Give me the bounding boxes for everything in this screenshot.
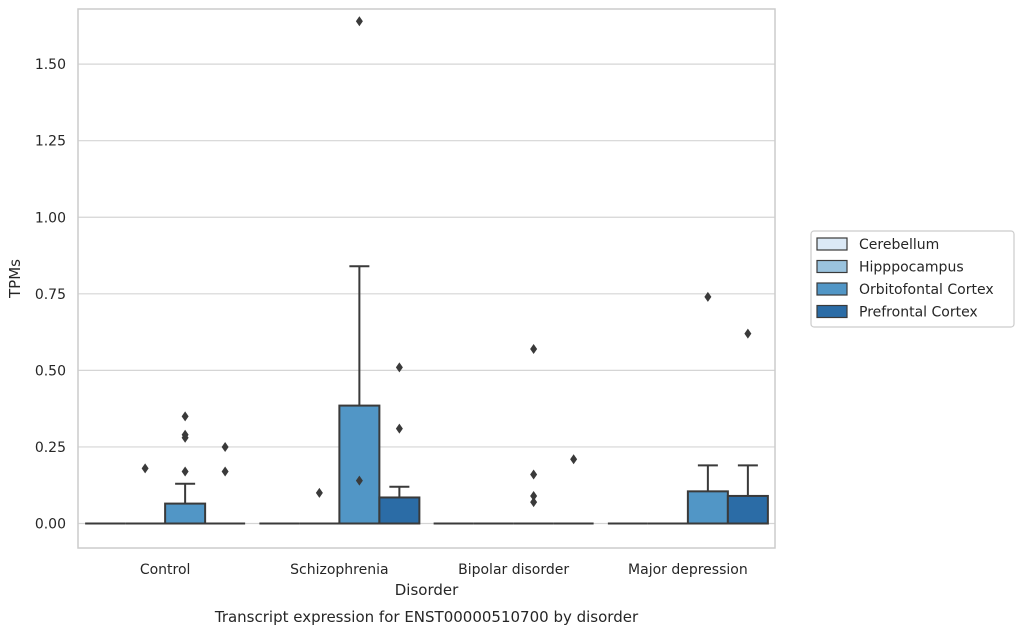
outlier-point — [530, 469, 538, 480]
outlier-point — [395, 362, 403, 373]
legend-swatch — [816, 237, 848, 251]
legend-label: Orbitofontal Cortex — [859, 282, 994, 298]
x-axis-label: Disorder — [395, 581, 459, 599]
box — [686, 490, 729, 525]
y-tick-label: 0.75 — [35, 287, 66, 303]
chart-caption: Transcript expression for ENST0000051070… — [214, 608, 639, 626]
outlier-point — [355, 16, 363, 27]
x-tick-label: Control — [140, 562, 191, 578]
outlier-point — [355, 475, 363, 486]
outlier-point — [570, 454, 578, 465]
x-tick-label: Major depression — [628, 562, 748, 578]
y-tick-label: 1.00 — [35, 210, 66, 226]
box-prefrontal-cortex — [378, 362, 421, 525]
box — [338, 404, 381, 525]
box-hipppocampus — [299, 487, 340, 525]
y-axis-ticks: 0.00 0.25 0.50 0.75 1.00 1.25 1.50 — [35, 57, 66, 532]
x-axis-ticks: Control Schizophrenia Bipolar disorder Majo… — [140, 562, 748, 578]
outlier-point — [221, 466, 229, 477]
legend-swatch — [816, 282, 848, 296]
x-tick-label: Schizophrenia — [290, 562, 388, 578]
outlier-point — [395, 423, 403, 434]
y-tick-label: 0.50 — [35, 363, 66, 379]
box-prefrontal-cortex — [726, 328, 769, 525]
y-axis-label: TPMs — [6, 259, 24, 299]
legend-label: Prefrontal Cortex — [859, 305, 978, 321]
box-hipppocampus — [125, 463, 166, 525]
legend: Cerebellum Hipppocampus Orbitofontal Corte… — [810, 230, 1015, 328]
box-orbitofontal-cortex — [686, 291, 729, 525]
outlier-point — [530, 343, 538, 354]
outlier-point — [315, 487, 323, 498]
y-tick-label: 1.25 — [35, 134, 66, 150]
outlier-point — [530, 490, 538, 501]
outlier-point — [530, 497, 538, 508]
legend-swatch — [816, 304, 848, 319]
y-tick-label: 0.00 — [35, 517, 66, 533]
outlier-point — [141, 463, 149, 474]
legend-item: Cerebellum — [816, 237, 939, 253]
box-orbitofontal-cortex — [338, 16, 381, 525]
outlier-point — [704, 291, 712, 302]
outlier-point — [181, 466, 189, 477]
legend-label: Hipppocampus — [859, 260, 964, 276]
outlier-point — [221, 441, 229, 452]
box — [726, 494, 769, 525]
box-prefrontal-cortex — [205, 441, 246, 525]
box-orbitofontal-cortex — [164, 411, 207, 525]
x-tick-label: Bipolar disorder — [458, 562, 569, 578]
plot-frame — [77, 8, 776, 549]
legend-frame — [810, 230, 1015, 328]
outlier-point — [181, 411, 189, 422]
box — [164, 502, 207, 525]
legend-label: Cerebellum — [859, 237, 939, 253]
outlier-point — [744, 328, 752, 339]
legend-swatch — [816, 259, 848, 274]
outlier-point — [181, 429, 189, 440]
box-plots — [85, 16, 769, 525]
box-prefrontal-cortex — [553, 454, 594, 525]
legend-item: Hipppocampus — [816, 259, 964, 276]
y-tick-label: 0.25 — [35, 440, 66, 456]
grid — [78, 63, 775, 525]
y-tick-label: 1.50 — [35, 57, 66, 73]
legend-item: Prefrontal Cortex — [816, 304, 978, 321]
box — [378, 496, 421, 525]
legend-item: Orbitofontal Cortex — [816, 282, 994, 298]
box-orbitofontal-cortex — [513, 343, 554, 525]
